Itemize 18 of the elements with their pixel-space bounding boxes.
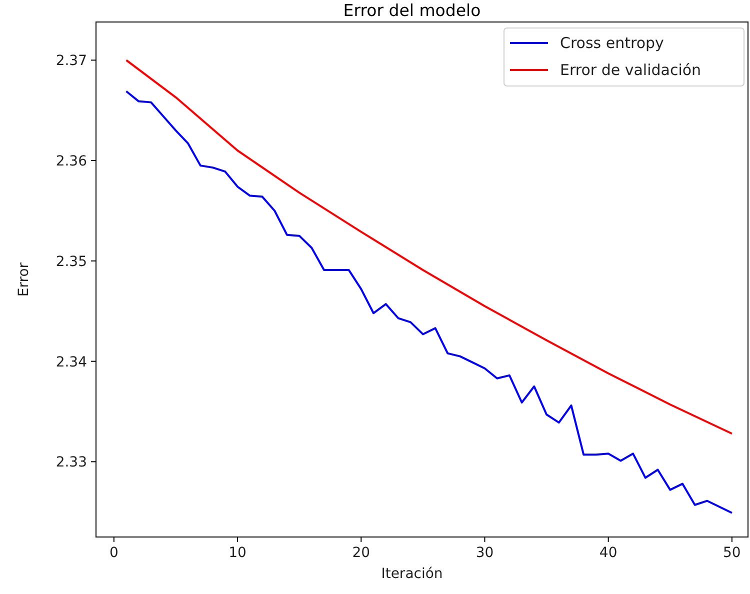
y-tick-label: 2.33 [56,454,87,471]
x-tick-label: 20 [352,545,370,561]
chart-title: Error del modelo [343,1,481,20]
y-axis-title: Error [16,262,32,297]
line-series [125,90,733,514]
y-tick-label: 2.35 [56,254,87,270]
line-series [125,59,733,435]
x-tick-label: 50 [723,545,741,561]
legend-label: Cross entropy [560,34,664,52]
x-tick-label: 0 [109,545,118,561]
x-tick-label: 30 [476,545,494,561]
y-tick-label: 2.36 [56,154,88,170]
y-tick-label: 2.34 [56,354,88,370]
y-tick-label: 2.37 [56,53,87,70]
legend-label: Error de validación [560,61,702,79]
x-axis-title: Iteración [381,566,443,582]
x-tick-label: 10 [228,545,246,561]
x-tick-label: 40 [599,545,618,561]
